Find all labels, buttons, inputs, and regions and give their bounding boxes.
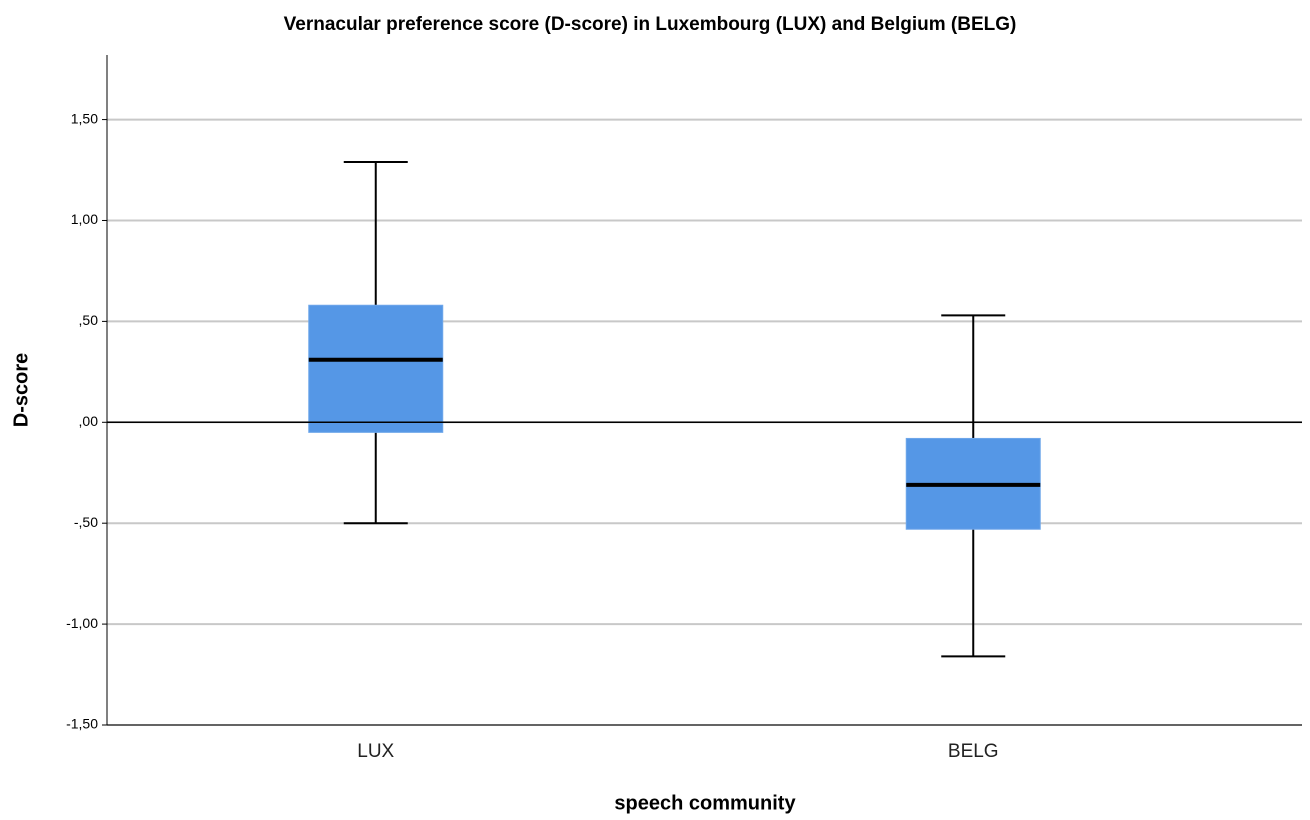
x-tick-label: BELG [948, 741, 999, 762]
y-tick-label: ,50 [79, 312, 99, 328]
y-axis-title: D-score [10, 353, 32, 427]
y-tick-label: -1,00 [66, 615, 98, 631]
chart-title: Vernacular preference score (D-score) in… [284, 14, 1017, 35]
x-axis-title: speech community [614, 792, 796, 814]
y-tick-label: -,50 [74, 514, 98, 530]
y-tick-label: 1,50 [71, 110, 98, 126]
y-tick-label: -1,50 [66, 716, 98, 732]
x-tick-label: LUX [357, 741, 394, 762]
y-tick-label: ,00 [79, 413, 99, 429]
box [308, 304, 444, 433]
y-tick-label: 1,00 [71, 211, 98, 227]
